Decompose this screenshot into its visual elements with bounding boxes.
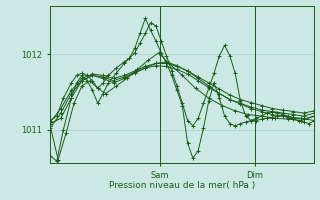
X-axis label: Pression niveau de la mer( hPa ): Pression niveau de la mer( hPa )	[109, 181, 255, 190]
